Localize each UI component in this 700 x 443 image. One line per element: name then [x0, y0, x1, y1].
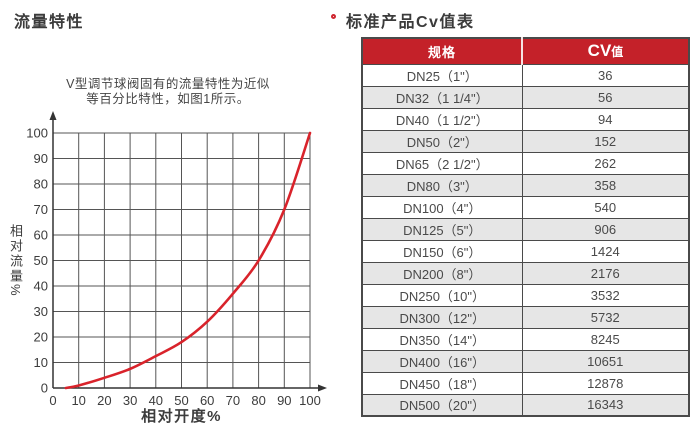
table-row: DN100（4"） 540: [361, 195, 690, 219]
spec-cell: DN400（16"）: [361, 349, 523, 373]
cv-value-cell: 5732: [521, 305, 690, 329]
y-tick-label: 30: [34, 304, 48, 319]
cv-column-header: CV值: [521, 37, 690, 65]
spec-cell: DN250（10"）: [361, 283, 523, 307]
spec-cell: DN200（8"）: [361, 261, 523, 285]
x-tick-label: 70: [226, 393, 240, 408]
section-bullet-icon: [331, 14, 336, 19]
table-row: DN150（6"） 1424: [361, 239, 690, 263]
chart-axes: [49, 111, 327, 392]
cv-value-cell: 906: [521, 217, 690, 241]
chart-grid: [52, 132, 311, 389]
table-row: DN80（3"） 358: [361, 173, 690, 197]
y-tick-label: 50: [34, 253, 48, 268]
flow-characteristics-title: 流量特性: [14, 14, 85, 31]
table-row: DN300（12"） 5732: [361, 305, 690, 329]
table-head: 规格 CV值: [361, 37, 690, 65]
spec-cell: DN150（6"）: [361, 239, 523, 263]
spec-cell: DN65（2 1/2"）: [361, 151, 523, 175]
cv-value-table: 规格 CV值 DN25（1"） 36 DN32（1 1/4"） 56 DN40（1 1/…: [361, 37, 690, 417]
table-row: DN200（8"） 2176: [361, 261, 690, 285]
spec-cell: DN50（2"）: [361, 129, 523, 153]
spec-cell: DN100（4"）: [361, 195, 523, 219]
y-axis-label: 相对流量%: [8, 223, 23, 298]
cv-value-cell: 56: [521, 85, 690, 109]
x-tick-label: 80: [251, 393, 265, 408]
cv-value-cell: 1424: [521, 239, 690, 263]
chart-tick-labels: 0 10 20 30 40 50 60 70 80 90 100 0 10 20 30 40 50 60 70 80 9…: [26, 126, 321, 409]
table-row: DN25（1"） 36: [361, 63, 690, 87]
spec-cell: DN25（1"）: [361, 63, 523, 87]
y-axis-arrow-icon: [49, 111, 57, 120]
spec-cell: DN500（20"）: [361, 393, 523, 417]
table-row: DN125（5"） 906: [361, 217, 690, 241]
table-row: DN32（1 1/4"） 56: [361, 85, 690, 109]
x-tick-label: 60: [200, 393, 214, 408]
x-tick-label: 20: [97, 393, 111, 408]
table-header-row: 规格 CV值: [361, 37, 690, 65]
cv-value-cell: 2176: [521, 261, 690, 285]
cv-value-cell: 36: [521, 63, 690, 87]
x-tick-label: 90: [277, 393, 291, 408]
x-tick-label: 10: [71, 393, 85, 408]
cv-table-title: 标准产品Cv值表: [346, 14, 475, 31]
spec-cell: DN32（1 1/4"）: [361, 85, 523, 109]
table-row: DN400（16"） 10651: [361, 349, 690, 373]
spec-cell: DN300（12"）: [361, 305, 523, 329]
cv-value-cell: 358: [521, 173, 690, 197]
cv-value-cell: 94: [521, 107, 690, 131]
cv-header-unit: 值: [611, 45, 624, 60]
x-tick-label: 30: [123, 393, 137, 408]
y-tick-label: 80: [34, 177, 48, 192]
cv-value-cell: 10651: [521, 349, 690, 373]
table-row: DN65（2 1/2"） 262: [361, 151, 690, 175]
y-tick-label: 40: [34, 279, 48, 294]
x-tick-label: 40: [149, 393, 163, 408]
cv-value-cell: 152: [521, 129, 690, 153]
y-tick-label: 0: [41, 381, 48, 396]
cv-value-cell: 16343: [521, 393, 690, 417]
table-row: DN350（14"） 8245: [361, 327, 690, 351]
x-axis-arrow-icon: [318, 384, 327, 392]
x-tick-label: 50: [174, 393, 188, 408]
y-tick-label: 10: [34, 355, 48, 370]
chart-note-line2: 等百分比特性，如图1所示。: [86, 92, 250, 106]
x-axis-label: 相对开度%: [141, 408, 222, 425]
flow-curve: [64, 131, 312, 390]
x-tick-label: 100: [299, 393, 321, 408]
cv-value-cell: 262: [521, 151, 690, 175]
table-row: DN40（1 1/2"） 94: [361, 107, 690, 131]
cv-value-cell: 8245: [521, 327, 690, 351]
y-tick-label: 60: [34, 228, 48, 243]
table-row: DN250（10"） 3532: [361, 283, 690, 307]
y-tick-label: 100: [26, 126, 48, 141]
table-row: DN50（2"） 152: [361, 129, 690, 153]
cv-header-text: CV: [587, 41, 612, 61]
table-row: DN450（18"） 12878: [361, 371, 690, 395]
table-row: DN500（20"） 16343: [361, 393, 690, 417]
spec-cell: DN450（18"）: [361, 371, 523, 395]
cv-value-cell: 540: [521, 195, 690, 219]
chart-note: V型调节球阀固有的流量特性为近似 等百分比特性，如图1所示。: [38, 77, 298, 107]
cv-value-cell: 12878: [521, 371, 690, 395]
y-tick-label: 90: [34, 151, 48, 166]
spec-cell: DN350（14"）: [361, 327, 523, 351]
chart-note-line1: V型调节球阀固有的流量特性为近似: [66, 77, 270, 91]
spec-cell: DN125（5"）: [361, 217, 523, 241]
spec-column-header: 规格: [361, 37, 523, 65]
spec-cell: DN40（1 1/2"）: [361, 107, 523, 131]
table-body: DN25（1"） 36 DN32（1 1/4"） 56 DN40（1 1/2"） 94 DN…: [361, 63, 690, 417]
x-tick-label: 0: [49, 393, 56, 408]
y-tick-label: 70: [34, 202, 48, 217]
y-tick-label: 20: [34, 330, 48, 345]
flow-characteristic-chart: 0 10 20 30 40 50 60 70 80 90 100 0 10 20 30 40 50 60 70 80 9…: [26, 111, 327, 409]
spec-cell: DN80（3"）: [361, 173, 523, 197]
cv-value-cell: 3532: [521, 283, 690, 307]
